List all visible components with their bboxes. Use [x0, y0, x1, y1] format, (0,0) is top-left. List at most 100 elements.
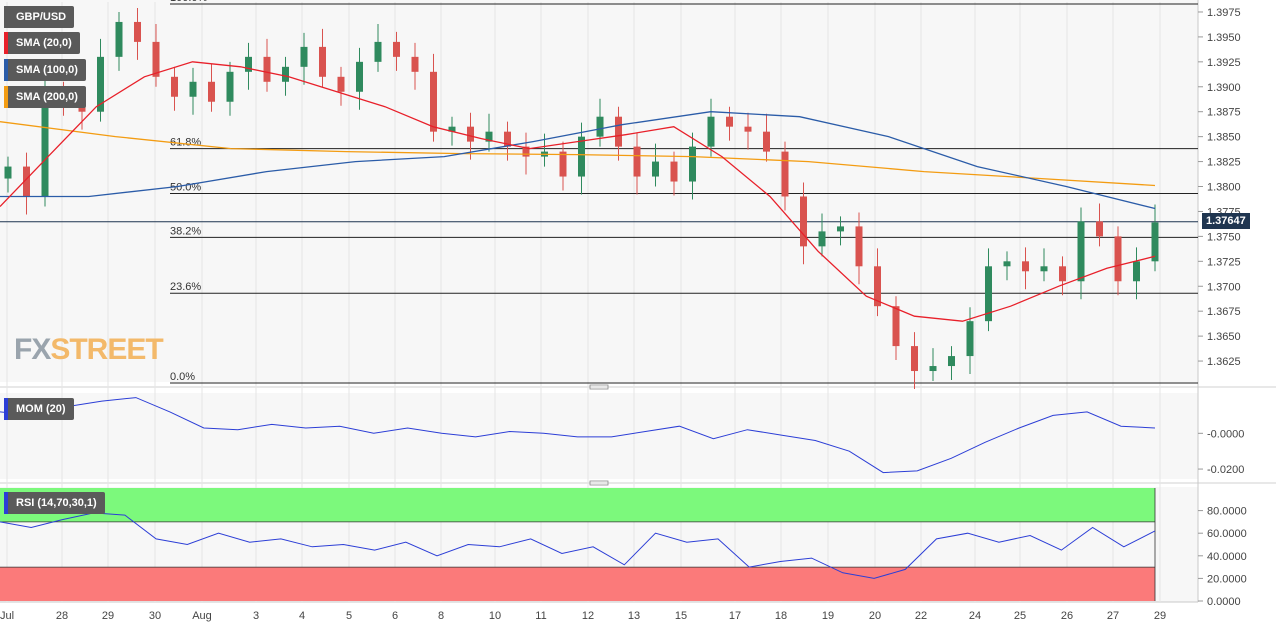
y-tick-label: 1.3825: [1207, 157, 1241, 169]
candle-body: [855, 226, 863, 267]
candle-body: [578, 136, 585, 177]
candle-body: [152, 41, 160, 77]
fib-level-label: 23.6%: [170, 281, 201, 293]
candle-body: [707, 116, 715, 147]
fib-level-label: 61.8%: [170, 137, 201, 149]
fib-level-label: 38.2%: [170, 225, 201, 237]
candle-body: [356, 61, 363, 92]
candle-body: [559, 151, 567, 177]
y-tick-label: 1.3625: [1207, 356, 1241, 368]
candle-body: [596, 116, 604, 137]
candle-body: [97, 56, 104, 112]
candle-body: [430, 71, 437, 132]
candle-body: [393, 41, 400, 57]
candle-body: [929, 366, 937, 372]
x-tick-label: 25: [1014, 610, 1026, 622]
mom-line: [0, 397, 1156, 474]
rsi-y-tick-label: 80.0000: [1207, 506, 1247, 518]
x-tick-label: 30: [149, 610, 161, 622]
y-tick-label: 1.3850: [1207, 132, 1241, 144]
candle-body: [1059, 266, 1066, 282]
candle-body: [1133, 261, 1140, 282]
x-tick-label: 6: [392, 610, 398, 622]
sma200-line: [0, 121, 1156, 187]
candle-body: [337, 76, 345, 92]
fib-level-label: 0.0%: [170, 371, 195, 383]
x-tick-label: 19: [822, 610, 834, 622]
candle-body: [966, 321, 974, 357]
candle-body: [615, 116, 622, 147]
candle-body: [374, 41, 382, 62]
candle-body: [818, 231, 826, 247]
candle-body: [1151, 222, 1159, 262]
y-tick-label: 1.3925: [1207, 57, 1241, 69]
x-tick-label: Jul: [0, 610, 14, 622]
x-tick-label: 27: [1107, 610, 1119, 622]
candle-body: [837, 226, 844, 232]
candle-body: [670, 161, 678, 182]
x-tick-label: 8: [438, 610, 444, 622]
fxstreet-logo: FXSTREET: [14, 333, 164, 366]
x-tick-label: 12: [582, 610, 594, 622]
candle-body: [726, 116, 733, 127]
x-tick-label: 29: [1154, 610, 1166, 622]
candle-body: [781, 151, 789, 197]
rsi-y-tick-label: 20.0000: [1207, 573, 1247, 585]
candle-body: [1114, 236, 1122, 282]
candle-body: [689, 146, 696, 182]
x-tick-label: 15: [675, 610, 687, 622]
candle-body: [763, 131, 770, 152]
rsi-y-tick-label: 60.0000: [1207, 528, 1247, 540]
legend-rsi: RSI (14,70,30,1): [4, 492, 105, 514]
legend-pair: GBP/USD: [4, 6, 75, 28]
candle-body: [115, 21, 123, 57]
main-panel-bg: [0, 0, 1198, 382]
x-tick-label: 4: [299, 610, 305, 622]
y-tick-label: 1.3950: [1207, 32, 1241, 44]
candle-body: [245, 56, 252, 72]
y-tick-label: 1.3875: [1207, 107, 1241, 119]
candle-body: [1077, 221, 1085, 282]
sma20-line: [0, 61, 1156, 322]
candle-body: [208, 81, 215, 102]
candle-body: [23, 166, 30, 197]
x-tick-label: 20: [869, 610, 881, 622]
candle-body: [319, 46, 326, 77]
candle-body: [504, 131, 511, 147]
candle-body: [652, 161, 659, 177]
candle-body: [4, 166, 12, 179]
y-tick-label: 1.3800: [1207, 182, 1241, 194]
legend-sma100: SMA (100,0): [4, 59, 86, 81]
y-tick-label: 1.3900: [1207, 82, 1241, 94]
y-tick-label: 1.3675: [1207, 306, 1241, 318]
rsi-line: [0, 512, 1156, 579]
sma100-line: [0, 111, 1156, 210]
legend-sma200: SMA (200,0): [4, 86, 86, 108]
y-tick-label: 1.3975: [1207, 7, 1241, 19]
candle-body: [467, 126, 474, 142]
x-tick-label: 26: [1061, 610, 1073, 622]
rsi-oversold-zone: [0, 567, 1155, 601]
mom-y-tick-label: -0.0200: [1207, 464, 1244, 476]
x-tick-label: 5: [346, 610, 352, 622]
legend-sma20: SMA (20,0): [4, 32, 80, 54]
y-tick-label: 1.3725: [1207, 256, 1241, 268]
mom-y-tick-label: -0.0000: [1207, 428, 1244, 440]
candle-body: [1022, 261, 1029, 272]
x-tick-label: 29: [102, 610, 114, 622]
candle-body: [300, 46, 308, 67]
fib-level-label: 100.0%: [170, 0, 208, 4]
candles: [4, 7, 1159, 389]
y-tick-label: 1.3650: [1207, 331, 1241, 343]
current-price-tag: 1.37647: [1202, 213, 1250, 229]
x-tick-label: 24: [969, 610, 981, 622]
panel-resize-handle: [589, 384, 609, 390]
candle-body: [800, 196, 807, 247]
x-tick-label: 22: [915, 610, 927, 622]
candle-body: [744, 126, 752, 132]
candle-body: [1040, 266, 1048, 272]
x-tick-label: Aug: [192, 610, 212, 622]
x-tick-label: 18: [775, 610, 787, 622]
rsi-y-tick-label: 40.0000: [1207, 551, 1247, 563]
